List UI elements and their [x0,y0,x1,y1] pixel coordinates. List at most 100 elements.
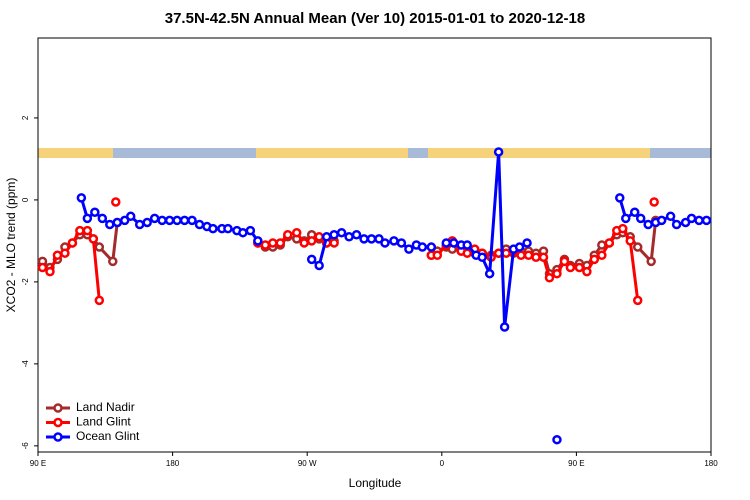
data-point [538,252,549,263]
data-point [680,217,691,228]
data-point [417,242,428,252]
data-point [597,250,607,260]
data-point [119,215,130,226]
data-point [283,230,293,240]
data-point [389,236,399,246]
data-point [108,256,118,267]
data-point [625,236,635,246]
data-point [686,213,697,224]
data-point [646,256,656,267]
data-point [523,250,534,260]
data-point [632,295,643,306]
data-point [321,232,332,242]
data-point [366,234,377,244]
data-point [574,262,585,273]
series-line [446,151,528,328]
data-point [314,232,324,242]
data-point [514,242,525,252]
data-point [565,262,576,273]
data-point [52,250,63,260]
data-point [404,244,414,254]
land-band [428,148,650,158]
data-point [94,242,105,252]
data-point [179,215,190,226]
x-tick-label: 0 [440,459,445,468]
data-point [37,262,48,273]
x-tick-label: 180 [166,459,180,468]
data-point [589,254,600,265]
data-point [76,193,87,203]
data-point [449,238,459,248]
land-ocean-strip [38,148,711,158]
x-axis-label: Longitude [349,476,402,490]
data-point [396,238,407,248]
data-point [82,225,93,236]
data-point [94,295,105,306]
data-point [649,197,659,207]
data-point [112,217,123,228]
data-point [111,197,121,207]
legend-label: Land Glint [76,415,131,429]
data-point [604,238,615,248]
data-point [336,227,347,238]
x-tick-label: 90 E [568,459,584,468]
data-point [82,213,93,224]
data-point [253,236,263,246]
data-point [306,254,317,265]
data-point [615,193,625,203]
legend-label: Ocean Glint [76,429,140,443]
data-point [559,256,570,267]
data-point [105,219,115,230]
data-point [67,238,78,248]
x-tick-label: 90 E [30,459,46,468]
y-axis-label: XCO2 - MLO trend (ppm) [4,178,18,313]
data-point [531,252,541,263]
data-point [306,236,317,246]
y-tick-label: -4 [21,360,30,368]
data-point [552,268,562,279]
data-point [380,238,390,248]
data-point [544,273,555,283]
data-point [164,215,175,226]
data-point [299,238,309,248]
data-point [632,242,643,252]
data-point [329,238,339,248]
data-point [441,238,452,248]
data-point [665,211,676,222]
data-point [314,260,324,271]
data-point [60,248,70,258]
plot-frame [37,37,712,453]
data-point [208,223,218,234]
data-point [142,217,152,228]
land-band [38,148,113,158]
data-point [477,252,487,263]
data-point [268,238,278,248]
data-point [194,219,205,230]
data-point [238,227,248,238]
data-point [597,240,607,250]
x-tick-label: 90 W [298,459,317,468]
data-point [618,223,628,234]
data-point [359,234,369,244]
data-point [582,266,592,277]
data-point [172,215,182,226]
y-tick-label: -6 [21,442,30,450]
data-point [656,215,667,226]
data-point [621,213,631,224]
data-point [329,230,339,240]
data-point [245,225,256,236]
chart-title: 37.5N-42.5N Annual Mean (Ver 10) 2015-01… [165,10,585,27]
data-point [499,322,510,332]
data-point [275,238,286,248]
data-point [643,219,653,230]
legend-marker [53,417,63,428]
data-point [694,215,704,226]
data-point [701,215,712,226]
y-tick-label: 2 [21,115,30,120]
data-point [260,240,271,250]
data-point [75,225,85,236]
data-point [671,219,682,230]
legend-label: Land Nadir [76,400,135,414]
data-point [97,213,108,224]
